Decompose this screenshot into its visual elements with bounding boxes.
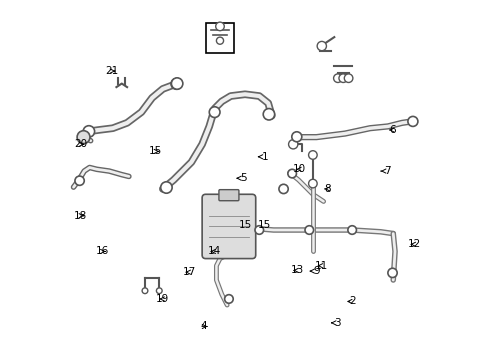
Circle shape: [309, 179, 317, 188]
Circle shape: [279, 184, 288, 194]
Text: 7: 7: [381, 166, 391, 176]
Circle shape: [216, 22, 224, 31]
Text: 4: 4: [200, 321, 207, 332]
Text: 8: 8: [324, 184, 331, 194]
Circle shape: [288, 169, 296, 178]
Text: 9: 9: [310, 266, 320, 276]
Circle shape: [224, 295, 233, 303]
Circle shape: [344, 74, 353, 82]
Text: 2: 2: [348, 296, 355, 306]
Circle shape: [83, 126, 95, 137]
Text: 15: 15: [238, 220, 252, 230]
Text: 11: 11: [315, 261, 328, 271]
Text: 21: 21: [105, 66, 119, 76]
Circle shape: [77, 131, 90, 144]
Circle shape: [255, 226, 264, 234]
Circle shape: [209, 107, 220, 117]
Text: 12: 12: [408, 239, 421, 249]
Text: 20: 20: [74, 139, 87, 149]
Text: 15: 15: [258, 220, 271, 230]
Circle shape: [334, 74, 342, 82]
Circle shape: [388, 268, 397, 278]
Circle shape: [75, 176, 84, 185]
Text: 18: 18: [74, 211, 87, 221]
Circle shape: [217, 37, 223, 44]
Text: 6: 6: [389, 125, 395, 135]
FancyBboxPatch shape: [219, 190, 239, 201]
Circle shape: [171, 78, 182, 89]
Text: 17: 17: [183, 267, 196, 277]
Circle shape: [305, 226, 314, 234]
Circle shape: [339, 74, 347, 82]
Circle shape: [172, 78, 183, 89]
Circle shape: [309, 151, 317, 159]
Text: 19: 19: [156, 294, 170, 304]
FancyBboxPatch shape: [202, 194, 256, 258]
Text: 16: 16: [96, 247, 109, 256]
Circle shape: [317, 41, 326, 51]
Circle shape: [161, 182, 172, 193]
Text: 14: 14: [208, 247, 221, 256]
Text: 3: 3: [332, 318, 341, 328]
Text: 5: 5: [237, 173, 247, 183]
Text: 10: 10: [293, 164, 306, 174]
Circle shape: [156, 288, 162, 294]
Text: 1: 1: [258, 152, 268, 162]
Bar: [206, 23, 234, 53]
Circle shape: [408, 116, 418, 126]
Text: 13: 13: [291, 265, 304, 275]
Circle shape: [292, 132, 302, 142]
Text: 15: 15: [149, 147, 162, 157]
Circle shape: [348, 226, 356, 234]
Circle shape: [142, 288, 148, 294]
Circle shape: [263, 109, 275, 120]
Circle shape: [289, 140, 298, 149]
